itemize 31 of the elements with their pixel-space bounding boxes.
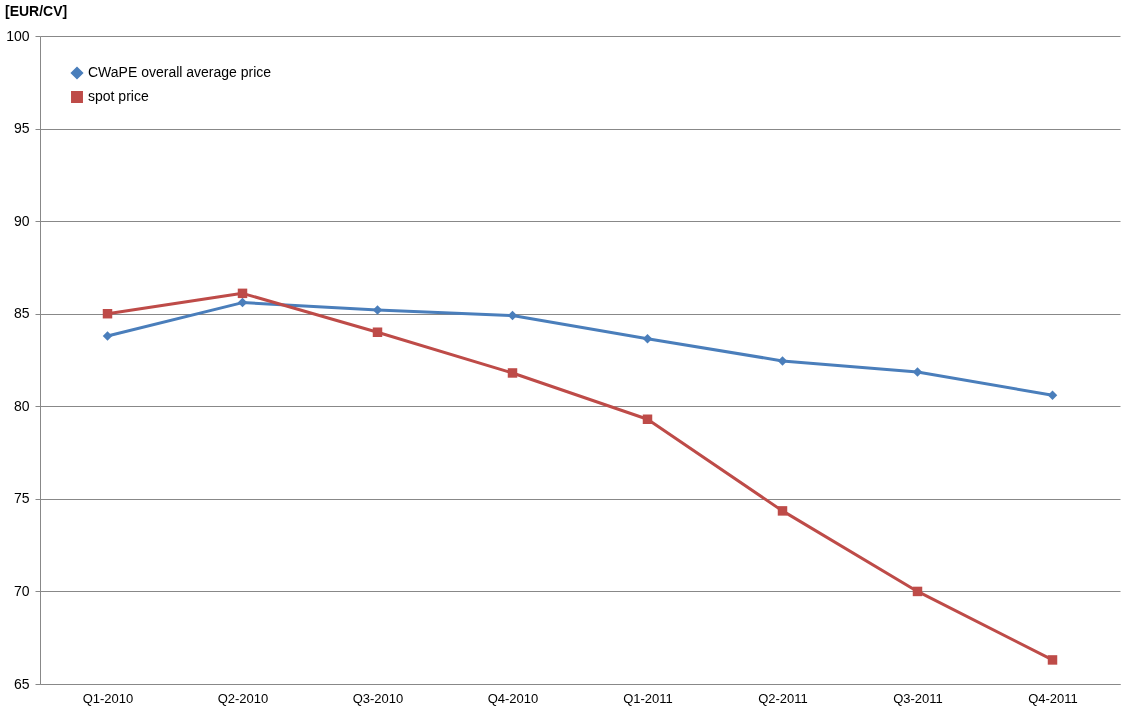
point <box>912 586 923 597</box>
x-tick-label: Q3-2011 <box>893 690 943 706</box>
y-tick-label: 95 <box>13 120 30 137</box>
legend-label: CWaPE overall average price <box>88 64 272 80</box>
y-tick-label: 65 <box>13 675 30 692</box>
point <box>642 414 653 424</box>
y-tick-label: 100 <box>6 27 30 44</box>
y-tick-label: 75 <box>13 490 30 507</box>
point <box>1047 655 1058 665</box>
point <box>102 308 113 319</box>
point <box>777 506 788 516</box>
x-tick-label: Q2-2010 <box>217 690 269 706</box>
legend-label: spot price <box>88 88 149 104</box>
y-axis-title: [EUR/CV] <box>5 3 68 19</box>
point <box>237 288 248 299</box>
point <box>642 333 653 344</box>
x-tick-label: Q3-2010 <box>352 690 404 706</box>
y-tick-label: 70 <box>13 582 30 599</box>
x-tick-label: Q1-2010 <box>82 690 134 706</box>
x-tick-label: Q2-2011 <box>758 690 808 706</box>
x-tick-label: Q1-2011 <box>623 690 673 706</box>
point <box>507 368 518 378</box>
point <box>1047 390 1058 400</box>
point <box>372 327 383 337</box>
y-tick-label: 85 <box>13 305 30 322</box>
point <box>102 331 113 341</box>
y-tick-label: 80 <box>13 397 30 414</box>
x-tick-label: Q4-2010 <box>487 690 539 706</box>
point <box>237 297 248 308</box>
y-tick-label: 90 <box>13 212 30 229</box>
x-tick-label: Q4-2011 <box>1028 690 1078 706</box>
